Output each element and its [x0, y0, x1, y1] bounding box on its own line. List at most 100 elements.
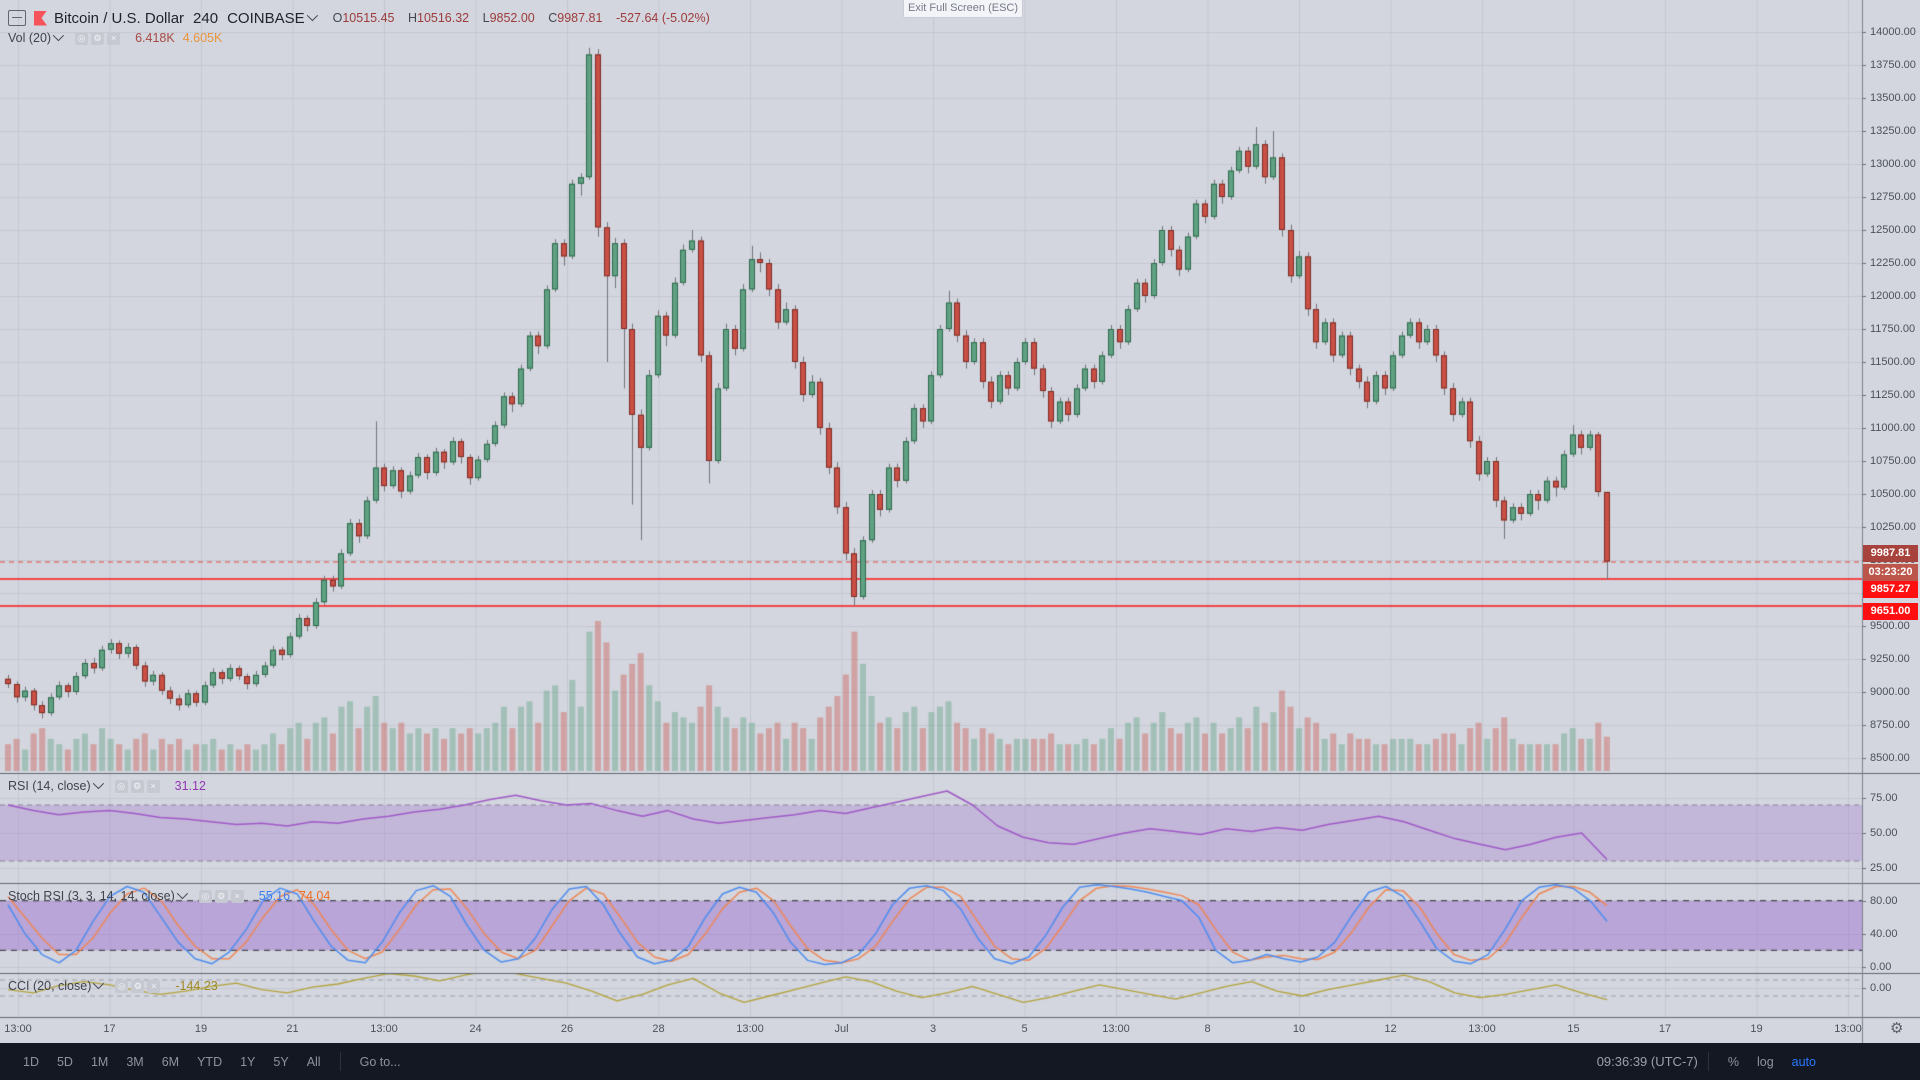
price-tick-label: 13000.00	[1870, 158, 1916, 170]
price-tick-label: 11500.00	[1870, 356, 1916, 368]
toolbar-right-group: 09:36:39 (UTC-7) % log auto	[1597, 1052, 1825, 1071]
price-tick-label: 12500.00	[1870, 224, 1916, 236]
stoch-rsi-legend[interactable]: Stoch RSI (3, 3, 14, 14, close) ◎ ⚙ × 55…	[8, 887, 330, 904]
time-tick-label: 8	[1204, 1023, 1211, 1035]
time-tick-label: 13:00	[370, 1023, 398, 1035]
close-value: 9987.81	[557, 11, 603, 25]
low-label: L	[482, 11, 490, 25]
range-button-1d[interactable]: 1D	[23, 1054, 39, 1069]
alert-price-tag[interactable]: 9651.00	[1863, 602, 1918, 620]
time-tick-label: 19	[1750, 1023, 1763, 1035]
cci-value: -144.23	[175, 979, 218, 993]
clock[interactable]: 09:36:39 (UTC-7)	[1596, 1054, 1698, 1069]
indicator-actions: ◎ ⚙ ×	[198, 889, 247, 903]
rsi-legend[interactable]: RSI (14, close) ◎ ⚙ × 31.12	[8, 777, 206, 794]
price-tick-label: 8750.00	[1870, 719, 1910, 731]
open-label: O	[332, 11, 343, 25]
rsi-tick-label: 50.00	[1870, 827, 1898, 839]
gear-icon[interactable]: ⚙	[214, 889, 228, 903]
price-tick-label: 13750.00	[1870, 59, 1916, 71]
gear-icon[interactable]: ⚙	[91, 31, 105, 45]
time-tick-label: 26	[560, 1023, 574, 1035]
date-range-group: 1D 5D 1M 3M 6M YTD 1Y 5Y All Go to...	[14, 1052, 1597, 1071]
time-tick-label: Jul	[834, 1023, 849, 1035]
stoch-tick-label: 80.00	[1870, 894, 1898, 907]
gear-icon[interactable]: ⚙	[131, 979, 145, 993]
time-axis[interactable]: 13:00 17 19 21 13:00 24 26 28 13:00 Jul 3 5 13:00 8 10…	[0, 1017, 1920, 1043]
price-tick-label: 12000.00	[1870, 290, 1916, 302]
stoch-tick-label: 40.00	[1870, 927, 1898, 940]
go-to-date-button[interactable]: Go to...	[359, 1054, 401, 1069]
indicator-actions: ◎ ⚙ ×	[75, 31, 123, 45]
price-tick-label: 9000.00	[1870, 686, 1910, 698]
range-button-3m[interactable]: 3M	[126, 1054, 144, 1069]
ohlc-values: O10515.45 H10516.32 L9852.00 C9987.81 -5…	[333, 11, 720, 25]
close-icon[interactable]: ×	[230, 889, 244, 903]
auto-scale-button[interactable]: auto	[1791, 1054, 1816, 1069]
eye-icon[interactable]: ◎	[114, 779, 128, 793]
close-label: C	[548, 11, 558, 25]
range-button-5d[interactable]: 5D	[56, 1054, 73, 1069]
log-scale-button[interactable]: log	[1756, 1054, 1774, 1069]
symbol-exchange[interactable]: COINBASE	[227, 9, 305, 27]
symbol-legend[interactable]: Bitcoin / U.S. Dollar 240 COINBASE O1051…	[8, 8, 720, 28]
range-button-6m[interactable]: 6M	[161, 1054, 180, 1069]
exit-fullscreen-tooltip: Exit Full Screen (ESC)	[903, 0, 1023, 18]
time-tick-label: 28	[652, 1023, 665, 1035]
eye-icon[interactable]: ◎	[115, 979, 129, 993]
range-button-all[interactable]: All	[306, 1054, 321, 1069]
close-icon[interactable]: ×	[147, 979, 161, 993]
time-tick-label: 13:00	[1834, 1023, 1862, 1035]
time-tick-label: 13:00	[736, 1023, 764, 1035]
gear-icon[interactable]: ⚙	[130, 779, 144, 793]
chevron-down-icon[interactable]	[92, 777, 104, 790]
toolbar-divider	[1707, 1052, 1709, 1071]
pane-maximize-icon[interactable]	[8, 10, 26, 26]
price-tick-label: 11000.00	[1870, 422, 1916, 434]
close-icon[interactable]: ×	[107, 31, 121, 45]
cci-tick-label: 0.00	[1870, 982, 1892, 994]
time-tick-label: 13:00	[1468, 1023, 1496, 1035]
range-button-ytd[interactable]: YTD	[197, 1054, 223, 1069]
open-value: 10515.45	[342, 11, 395, 25]
price-tick-label: 8500.00	[1870, 752, 1910, 764]
price-tick-label: 12250.00	[1870, 257, 1916, 269]
alert-price-tag[interactable]: 9857.27	[1863, 580, 1918, 598]
chevron-down-icon[interactable]	[52, 29, 65, 42]
price-tick-label: 13250.00	[1870, 125, 1916, 137]
time-tick-label: 12	[1384, 1023, 1397, 1035]
close-icon[interactable]: ×	[146, 779, 160, 793]
bottom-toolbar: 1D 5D 1M 3M 6M YTD 1Y 5Y All Go to... 09:36:39 (U…	[0, 1043, 1920, 1080]
time-tick-label: 13:00	[4, 1023, 32, 1035]
chevron-down-icon[interactable]	[93, 977, 105, 990]
eye-icon[interactable]: ◎	[75, 31, 89, 45]
change-value: -527.64 (-5.02%)	[615, 11, 710, 25]
volume-legend[interactable]: Vol (20) ◎ ⚙ × 6.418K 4.605K	[8, 29, 222, 46]
chevron-down-icon[interactable]	[306, 9, 318, 22]
cci-legend[interactable]: CCI (20, close) ◎ ⚙ × -144.23	[8, 977, 218, 994]
volume-value: 6.418K	[135, 31, 175, 45]
stoch-rsi-label[interactable]: Stoch RSI (3, 3, 14, 14, close)	[8, 889, 175, 903]
rsi-label[interactable]: RSI (14, close)	[8, 779, 91, 793]
volume-label[interactable]: Vol (20)	[8, 31, 52, 45]
time-tick-label: 13:00	[1102, 1023, 1130, 1035]
price-tick-label: 13500.00	[1870, 92, 1916, 104]
low-value: 9852.00	[489, 11, 535, 25]
price-axis[interactable]: 14000.00 13750.00 13500.00 13250.00 13000.00…	[1862, 0, 1920, 1017]
eye-icon[interactable]: ◎	[198, 889, 212, 903]
symbol-title[interactable]: Bitcoin / U.S. Dollar	[54, 9, 185, 27]
range-button-1y[interactable]: 1Y	[240, 1054, 256, 1069]
range-button-5y[interactable]: 5Y	[273, 1054, 289, 1069]
percent-scale-button[interactable]: %	[1727, 1054, 1739, 1069]
chart-canvas[interactable]	[0, 0, 1920, 1043]
time-tick-label: 17	[103, 1023, 116, 1035]
time-tick-label: 17	[1658, 1023, 1672, 1035]
range-button-1m[interactable]: 1M	[90, 1054, 109, 1069]
axis-settings-gear-icon[interactable]: ⚙	[1890, 1020, 1904, 1037]
high-label: H	[407, 11, 417, 25]
symbol-interval[interactable]: 240	[193, 9, 219, 27]
chevron-down-icon[interactable]	[176, 887, 188, 900]
symbol-logo-icon	[34, 10, 47, 26]
cci-label[interactable]: CCI (20, close)	[8, 979, 92, 993]
price-tick-label: 11250.00	[1870, 389, 1916, 401]
